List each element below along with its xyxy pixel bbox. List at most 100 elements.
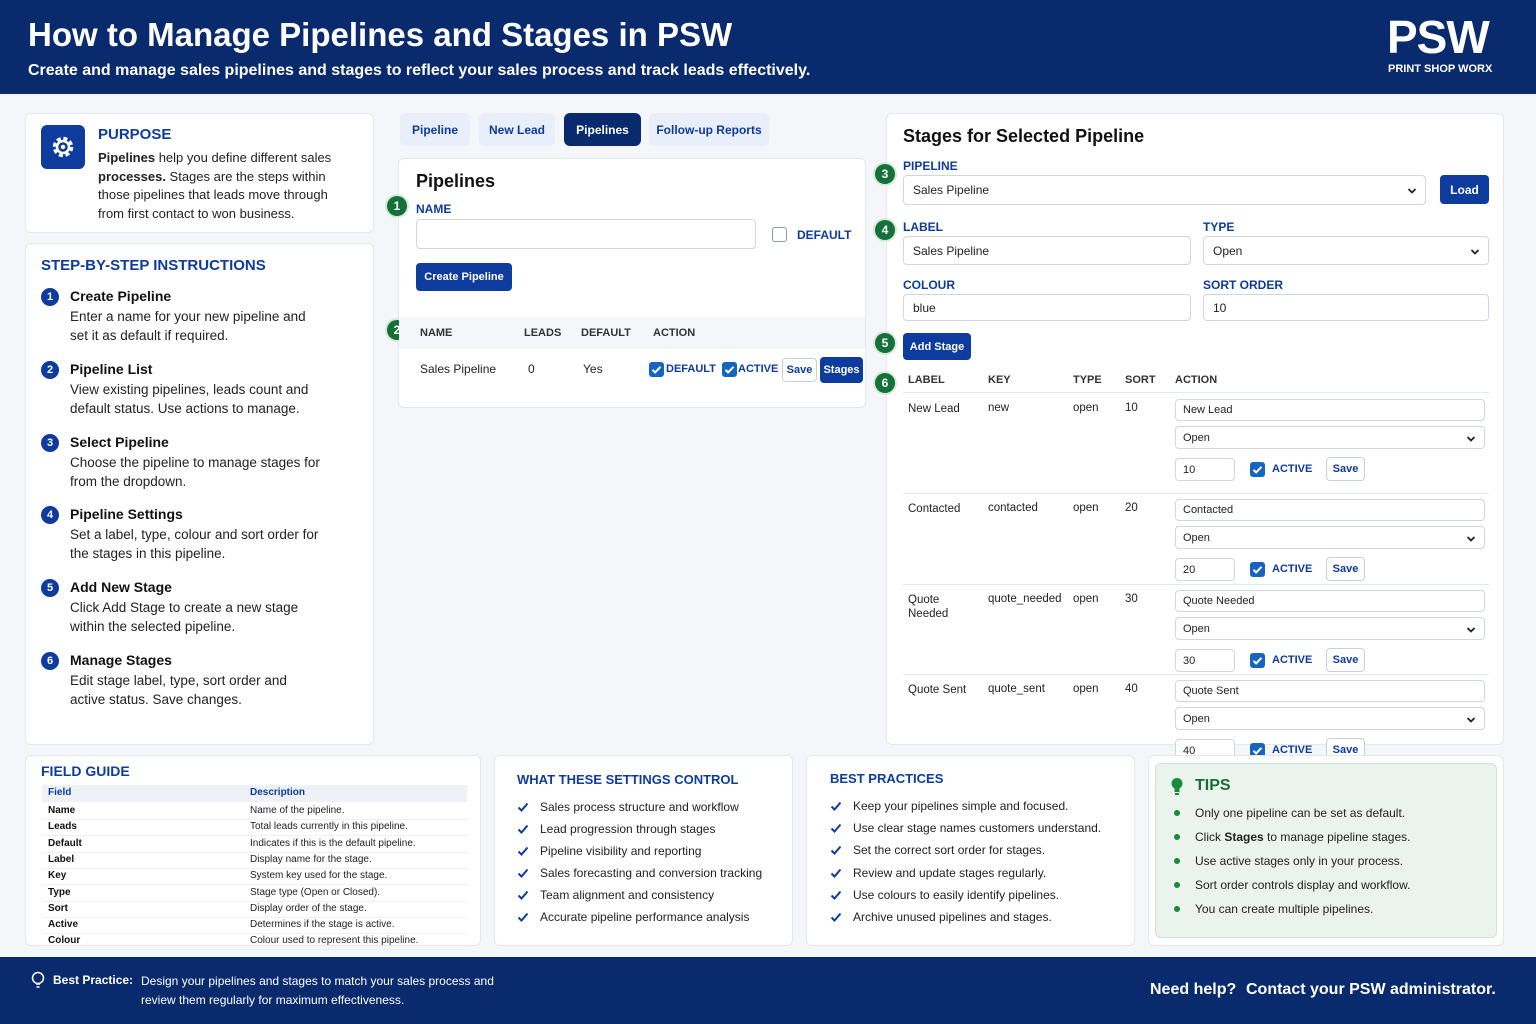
checkbox-label: ACTIVE — [738, 363, 779, 375]
step-title: Pipeline List — [70, 360, 153, 377]
stage-sort-input[interactable]: 30 — [1175, 649, 1235, 672]
label-input[interactable]: Sales Pipeline — [903, 236, 1191, 265]
save-button[interactable]: Save — [1326, 648, 1365, 672]
section-title: TIPS — [1195, 777, 1231, 794]
save-button[interactable]: Save — [1326, 457, 1365, 481]
step-badge: 6 — [875, 373, 895, 393]
pipeline-select[interactable]: Sales Pipeline — [903, 175, 1426, 205]
field-label: NAME — [416, 202, 452, 216]
list-item: Click Stages to manage pipeline stages. — [1195, 830, 1410, 844]
settings-card — [494, 755, 793, 946]
table-header: LABEL — [908, 374, 945, 386]
save-button[interactable]: Save — [782, 358, 817, 382]
step-text: Choose the pipeline to manage stages for… — [70, 454, 320, 489]
stage-sort: 30 — [1125, 593, 1138, 605]
table-header: TYPE — [1073, 374, 1102, 386]
check-icon — [517, 824, 529, 834]
field-name: Label — [48, 853, 75, 865]
checkbox[interactable] — [1250, 462, 1265, 477]
step-text: Click Add Stage to create a new stage wi… — [70, 600, 299, 635]
pipeline-leads: 0 — [528, 362, 535, 376]
field-description: Display name for the stage. — [250, 853, 372, 865]
footer-text: Design your pipelines and stages to matc… — [141, 974, 494, 1007]
add-stage-button[interactable]: Add Stage — [903, 333, 971, 360]
step-title: Pipeline Settings — [70, 506, 183, 523]
stage-sort-input[interactable]: 20 — [1175, 558, 1235, 581]
stage-sort: 20 — [1125, 502, 1138, 514]
stage-label-input[interactable]: New Lead — [1175, 399, 1485, 421]
table-header: ACTION — [1175, 374, 1218, 386]
check-icon — [651, 366, 662, 374]
step-title: Create Pipeline — [70, 288, 172, 304]
list-item: You can create multiple pipelines. — [1195, 902, 1374, 916]
stage-label-input[interactable]: Quote Sent — [1175, 680, 1485, 702]
field-description: Determines if the stage is active. — [250, 919, 395, 931]
check-icon — [517, 868, 529, 878]
stage-label-input[interactable]: Quote Needed — [1175, 590, 1485, 612]
dropdown-chevron — [1466, 435, 1476, 442]
checkbox[interactable] — [1250, 653, 1265, 668]
check-icon — [1252, 657, 1263, 665]
page-subtitle: Create and manage sales pipelines and st… — [28, 62, 811, 79]
list-item: Only one pipeline can be set as default. — [1195, 806, 1406, 820]
purpose-title: PURPOSE — [98, 126, 172, 143]
stage-type-select[interactable]: Open — [1175, 426, 1485, 449]
checkbox[interactable] — [1250, 562, 1265, 577]
tab[interactable]: Pipelines — [564, 113, 641, 146]
checkbox-label: DEFAULT — [797, 228, 852, 242]
stage-type-select[interactable]: Open — [1175, 617, 1485, 640]
field-name: Leads — [48, 821, 77, 833]
table-header: Field — [48, 787, 72, 798]
stage-key: new — [988, 402, 1010, 414]
list-item: Keep your pipelines simple and focused. — [853, 799, 1069, 813]
dropdown-chevron — [1407, 188, 1417, 194]
load-button[interactable]: Load — [1440, 175, 1489, 204]
step-number: 5 — [41, 579, 59, 598]
list-item: Accurate pipeline performance analysis — [540, 910, 750, 924]
field-label: SORT ORDER — [1203, 278, 1284, 292]
tab[interactable]: Follow-up Reports — [649, 113, 769, 146]
lightbulb-icon — [1171, 778, 1183, 795]
table-header: KEY — [988, 374, 1011, 386]
checkbox[interactable] — [1250, 743, 1265, 758]
check-icon — [517, 846, 529, 856]
save-button[interactable]: Save — [1326, 557, 1365, 581]
row-divider — [42, 851, 467, 853]
checkbox[interactable] — [772, 227, 787, 242]
stage-type-select[interactable]: Open — [1175, 526, 1485, 549]
stage-type: open — [1073, 402, 1099, 414]
header-bar — [0, 0, 1536, 94]
pipeline-name: Sales Pipeline — [420, 362, 497, 376]
checkbox[interactable] — [649, 362, 664, 377]
checkbox[interactable] — [722, 362, 737, 377]
purpose-text-part: help you define different sales — [155, 150, 332, 165]
stage-label-input[interactable]: Contacted — [1175, 499, 1485, 521]
step-text: Edit stage label, type, sort order and a… — [70, 673, 287, 707]
help-question: Need help? — [1150, 981, 1237, 998]
step-number: 4 — [41, 506, 59, 525]
stage-sort-input[interactable]: 10 — [1175, 458, 1235, 481]
tab[interactable]: Pipeline — [400, 113, 470, 146]
check-icon — [517, 802, 529, 812]
tab[interactable]: New Lead — [479, 113, 555, 146]
list-item: Use clear stage names customers understa… — [853, 821, 1102, 836]
list-item: Lead progression through stages — [540, 822, 716, 836]
list-item-part: to manage pipeline stages. — [1263, 830, 1411, 844]
stages-button[interactable]: Stages — [820, 357, 863, 383]
list-item: Sales forecasting and conversion trackin… — [540, 866, 763, 880]
panel-title: Stages for Selected Pipeline — [903, 126, 1145, 146]
logo: PSW — [1387, 11, 1490, 63]
list-item: Archive unused pipelines and stages. — [853, 910, 1052, 924]
create-pipeline-button[interactable]: Create Pipeline — [416, 263, 512, 291]
row-divider — [903, 493, 1489, 494]
type-select[interactable]: Open — [1203, 236, 1489, 265]
step-number: 1 — [41, 288, 59, 306]
sort-input[interactable]: 10 — [1203, 294, 1489, 321]
row-divider — [42, 819, 467, 820]
colour-input[interactable]: blue — [903, 294, 1191, 321]
stage-label: Quote Sent — [908, 684, 967, 696]
check-icon — [830, 912, 842, 922]
step-number: 2 — [41, 360, 59, 379]
name-input[interactable] — [416, 219, 756, 249]
stage-type-select[interactable]: Open — [1175, 707, 1485, 730]
